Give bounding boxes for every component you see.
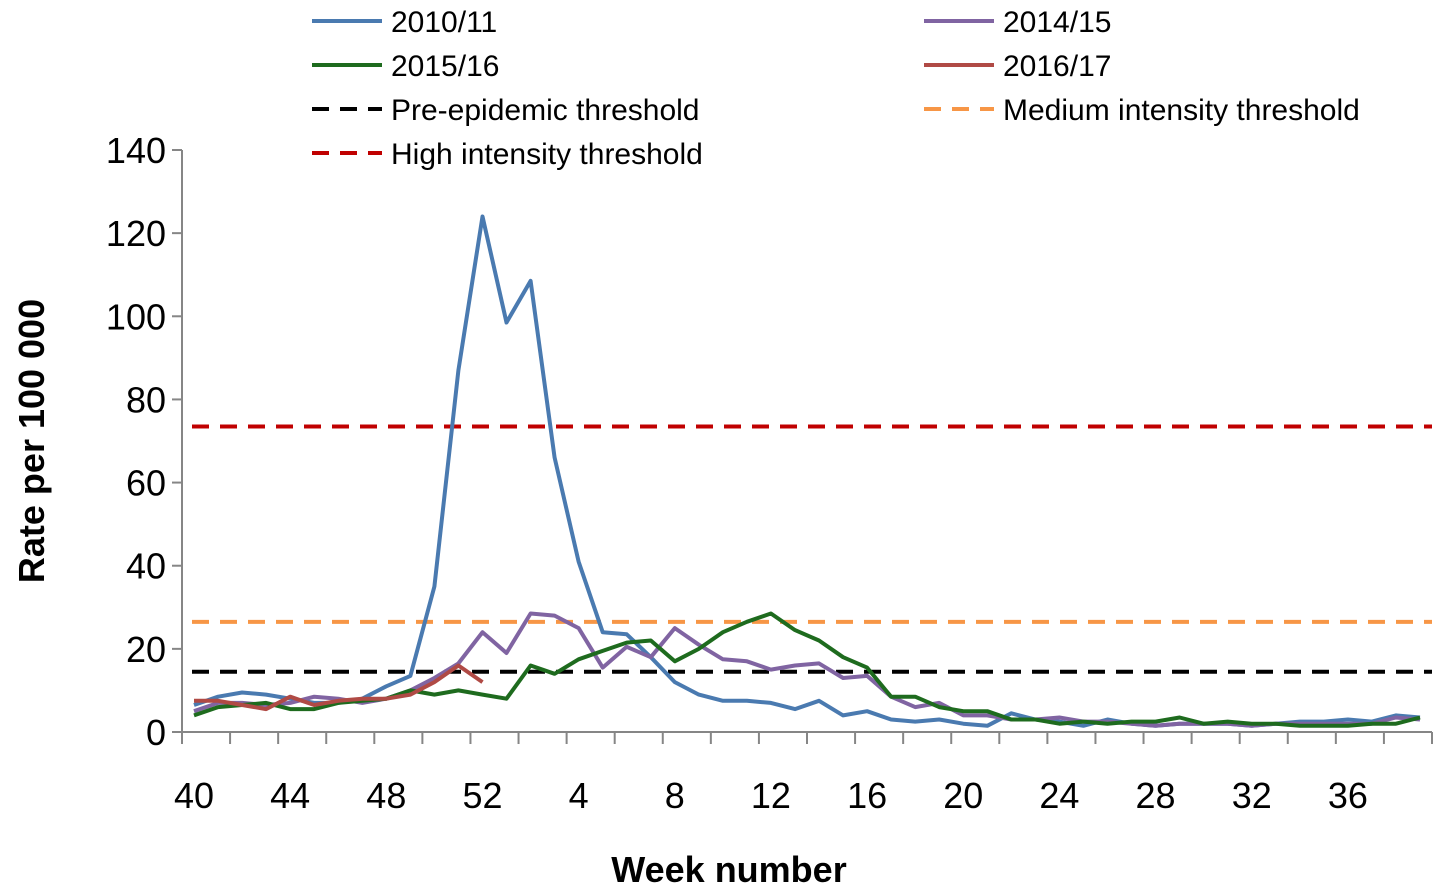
y-axis-title: Rate per 100 000 (11, 299, 52, 583)
legend-label: Pre-epidemic threshold (391, 94, 699, 127)
x-tick-label: 48 (366, 775, 406, 816)
series-lines (193, 214, 1421, 728)
x-tick-label: 20 (943, 775, 983, 816)
y-tick-label: 140 (106, 130, 166, 171)
legend-label: High intensity threshold (391, 138, 703, 171)
x-tick-label: 36 (1328, 775, 1368, 816)
legend-label: 2016/17 (1003, 50, 1111, 83)
x-tick-label: 28 (1136, 775, 1176, 816)
series-line-2 (193, 611, 1421, 728)
series-line-0 (193, 214, 1421, 728)
x-tick-label: 40 (174, 775, 214, 816)
x-tick-label: 44 (270, 775, 310, 816)
legend-label: Medium intensity threshold (1003, 94, 1360, 127)
y-tick-label: 80 (126, 379, 166, 420)
legend-label: 2015/16 (391, 50, 499, 83)
legend-label: 2014/15 (1003, 6, 1111, 39)
legend: 2010/11 2014/15 2015/16 2016/17 Pre-epidemic… (312, 6, 1360, 171)
x-axis: 40 44 48 52 4 8 12 16 20 24 28 32 36 (174, 731, 1433, 816)
x-axis-title: Week number (611, 849, 846, 890)
threshold-lines (192, 424, 1432, 674)
x-tick-label: 16 (847, 775, 887, 816)
y-tick-label: 0 (146, 712, 166, 753)
y-axis: 0 20 40 60 80 100 120 140 (106, 130, 183, 753)
y-tick-label: 20 (126, 629, 166, 670)
y-tick-label: 60 (126, 463, 166, 504)
x-tick-label: 32 (1232, 775, 1272, 816)
y-tick-label: 120 (106, 213, 166, 254)
series-line-3 (194, 663, 484, 712)
x-tick-label: 4 (569, 775, 589, 816)
series-line-1 (193, 611, 1421, 728)
y-tick-label: 100 (106, 296, 166, 337)
y-tick-label: 40 (126, 546, 166, 587)
legend-label: 2010/11 (391, 6, 497, 39)
x-tick-label: 12 (751, 775, 791, 816)
x-tick-label: 8 (665, 775, 685, 816)
x-tick-label: 52 (462, 775, 502, 816)
x-tick-label: 24 (1039, 775, 1079, 816)
